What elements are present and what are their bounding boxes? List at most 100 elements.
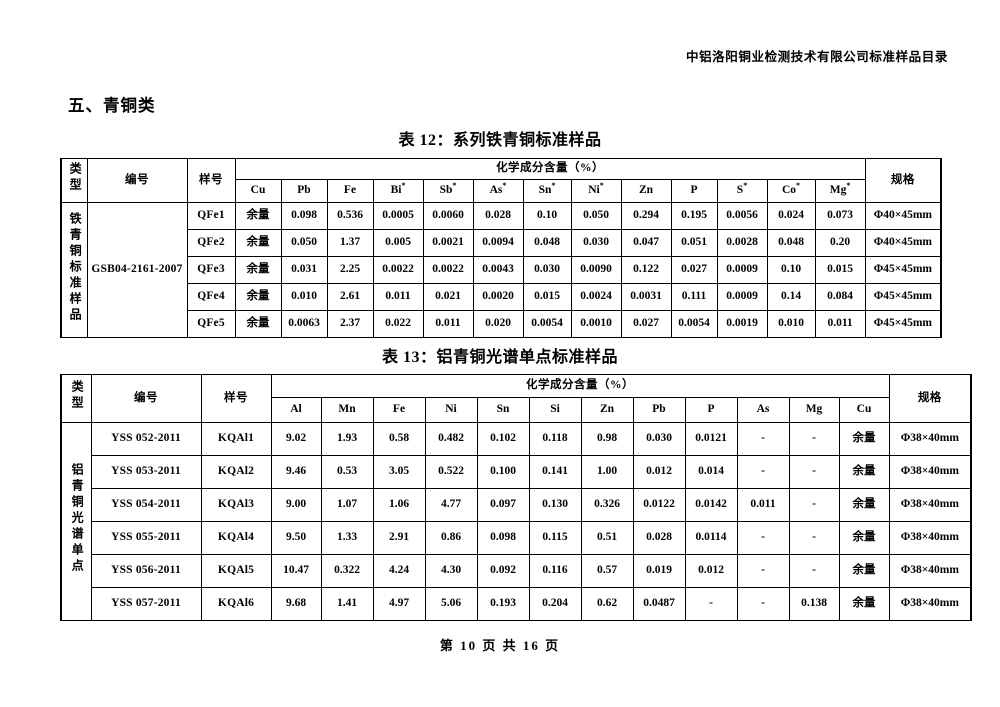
cell-si: 0.118 <box>528 422 582 456</box>
table-header-row-elements: Cu Pb Fe Bi* Sb* As* Sn* Ni* Zn P S* Co* Mg* <box>61 179 941 203</box>
cell-sb: 0.0021 <box>422 229 474 257</box>
cell-as: 0.0020 <box>472 283 524 311</box>
cell-pb: 0.028 <box>632 521 686 555</box>
element-symbol: Fe <box>392 403 406 416</box>
footnote-marker: * <box>551 181 556 191</box>
table-row: YSS 056-2011 KQAl5 10.47 0.322 4.24 4.30 0.092… <box>61 554 973 588</box>
row-spec: Φ45×45mm <box>864 283 943 311</box>
cell-fe: 4.24 <box>372 554 426 588</box>
cell-al: 9.50 <box>270 521 322 555</box>
row-sample-name: KQAl4 <box>200 521 272 555</box>
cell-s: 0.0028 <box>716 229 768 257</box>
table-12-iron-bronze: 类型 编号 样号 化学成分含量（%） 规格 Cu Pb Fe Bi* Sb* As* Sn* Ni* Zn… <box>60 158 943 338</box>
column-header-as: As* <box>472 179 524 203</box>
cell-sn: 0.015 <box>522 283 572 311</box>
element-symbol: Co <box>781 184 797 197</box>
cell-mg: 0.20 <box>814 229 866 257</box>
cell-ni: 4.30 <box>424 554 478 588</box>
element-symbol: Mn <box>338 403 356 416</box>
element-symbol: P <box>690 184 698 197</box>
cell-pb: 0.012 <box>632 455 686 489</box>
element-symbol: As <box>489 184 503 197</box>
cell-as: - <box>736 554 790 588</box>
cell-sn: 0.100 <box>476 455 530 489</box>
cell-as: 0.020 <box>472 310 524 338</box>
cell-sn: 0.048 <box>522 229 572 257</box>
row-spec: Φ38×40mm <box>888 554 973 588</box>
row-sample-name: QFe1 <box>186 202 236 230</box>
cell-p: 0.0114 <box>684 521 738 555</box>
table-row: 铝青铜光谱单点 YSS 052-2011 KQAl1 9.02 1.93 0.58 0.48… <box>60 422 973 621</box>
column-header-composition-group: 化学成分含量（%） <box>270 374 890 398</box>
element-symbol: Zn <box>599 403 615 416</box>
column-header-fe: Fe <box>372 397 426 423</box>
cell-bi: 0.022 <box>372 310 424 338</box>
cell-pb: 0.0122 <box>632 488 686 522</box>
cell-pb: 0.019 <box>632 554 686 588</box>
cell-fe: 3.05 <box>372 455 426 489</box>
element-symbol: Bi <box>390 184 402 197</box>
cell-fe: 0.536 <box>326 202 374 230</box>
table-header-row-group: 类型 编号 样号 化学成分含量（%） 规格 <box>60 158 943 203</box>
table-row: QFe3 余量 0.031 2.25 0.0022 0.0022 0.0043 0.030 0.… <box>61 256 943 284</box>
cell-sn: 0.193 <box>476 587 530 621</box>
type-header-text: 类型 <box>70 380 85 413</box>
cell-fe: 1.06 <box>372 488 426 522</box>
element-symbol: Sb <box>439 184 453 197</box>
footnote-marker: * <box>599 181 604 191</box>
cell-s: 0.0009 <box>716 256 768 284</box>
cell-mg: 0.015 <box>814 256 866 284</box>
footnote-marker: * <box>452 181 457 191</box>
column-header-composition-group: 化学成分含量（%） <box>234 158 866 180</box>
cell-p: 0.014 <box>684 455 738 489</box>
row-type-label: 铁青铜标准样品 <box>60 202 88 338</box>
cell-sn: 0.030 <box>522 256 572 284</box>
cell-pb: 0.050 <box>280 229 328 257</box>
row-sample-name: KQAl6 <box>200 587 272 621</box>
column-header-sample: 样号 <box>200 374 272 423</box>
row-spec: Φ38×40mm <box>888 455 973 489</box>
cell-si: 0.141 <box>528 455 582 489</box>
table-row: QFe4 余量 0.010 2.61 0.011 0.021 0.0020 0.015 0.00… <box>61 283 943 311</box>
cell-sn: 0.092 <box>476 554 530 588</box>
cell-as: - <box>736 455 790 489</box>
column-header-zn: Zn <box>580 397 634 423</box>
cell-bi: 0.0005 <box>372 202 424 230</box>
column-header-code: 编号 <box>90 374 202 423</box>
cell-sn: 0.102 <box>476 422 530 456</box>
row-type-label-text: 铝青铜光谱单点 <box>70 463 85 576</box>
cell-fe: 2.91 <box>372 521 426 555</box>
cell-mg: - <box>788 488 840 522</box>
column-header-spec: 规格 <box>888 374 973 423</box>
section-heading: 五、青铜类 <box>68 96 156 115</box>
element-symbol: P <box>707 403 715 416</box>
cell-co: 0.048 <box>766 229 816 257</box>
cell-cu: 余量 <box>838 455 890 489</box>
cell-zn: 0.294 <box>620 202 672 230</box>
row-sample-name: KQAl1 <box>200 422 272 456</box>
column-header-mg: Mg <box>788 397 840 423</box>
column-header-zn: Zn <box>620 179 672 203</box>
cell-p: 0.0054 <box>670 310 718 338</box>
cell-p: 0.0121 <box>684 422 738 456</box>
element-symbol: Sn <box>538 184 552 197</box>
row-spec: Φ38×40mm <box>888 488 973 522</box>
element-symbol: Zn <box>638 184 654 197</box>
element-symbol: Pb <box>297 184 311 197</box>
cell-p: 0.012 <box>684 554 738 588</box>
row-code-value: YSS 055-2011 <box>90 521 202 555</box>
element-symbol: Fe <box>343 184 357 197</box>
cell-co: 0.010 <box>766 310 816 338</box>
column-header-p: P <box>670 179 718 203</box>
table-13-al-bronze: 类型 编号 样号 化学成分含量（%） 规格 Al Mn Fe Ni Sn Si Zn Pb P As Mg Cu… <box>60 374 973 621</box>
cell-pb: 0.030 <box>632 422 686 456</box>
column-header-mn: Mn <box>320 397 374 423</box>
cell-fe: 1.37 <box>326 229 374 257</box>
element-symbol: Ni <box>588 184 600 197</box>
running-header: 中铝洛阳铜业检测技术有限公司标准样品目录 <box>685 50 948 64</box>
cell-mn: 1.93 <box>320 422 374 456</box>
row-spec: Φ38×40mm <box>888 422 973 456</box>
row-sample-name: QFe5 <box>186 310 236 338</box>
table-12-caption: 表 12：系列铁青铜标准样品 <box>398 132 602 149</box>
cell-p: 0.195 <box>670 202 718 230</box>
